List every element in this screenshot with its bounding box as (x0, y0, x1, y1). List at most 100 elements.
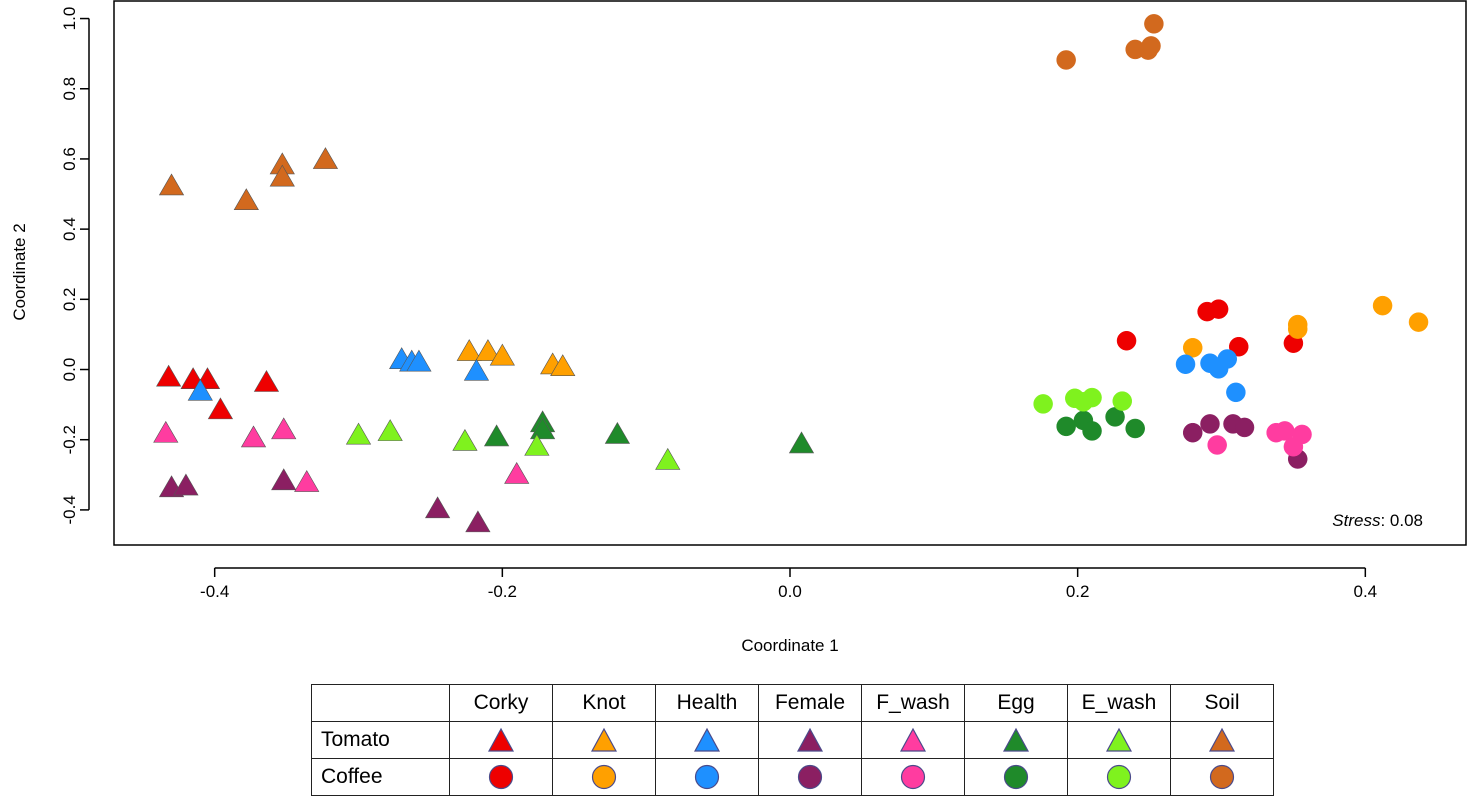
point-tomato-female (271, 468, 297, 491)
legend-triangle-icon (693, 727, 721, 752)
point-coffee-egg (1082, 421, 1102, 441)
point-coffee-knot (1372, 295, 1393, 316)
legend-triangle-icon (1002, 727, 1030, 752)
point-tomato-e-wash (377, 419, 403, 441)
point-tomato-soil (269, 164, 295, 187)
point-tomato-corky (253, 369, 280, 392)
y-axis: -0.4 -0.2 0.0 0.2 0.4 0.6 0.8 1.0 (60, 7, 90, 525)
data-points (153, 14, 1429, 533)
point-coffee-f-wash (1292, 424, 1312, 445)
legend-col-header: Egg (964, 684, 1068, 722)
legend-col-header: Corky (449, 684, 553, 722)
legend-symbol-coffee-female (758, 758, 862, 796)
point-tomato-e-wash (345, 422, 372, 445)
legend-symbol-coffee-e_wash (1067, 758, 1171, 796)
point-coffee-soil (1144, 14, 1164, 34)
legend-col-header: E_wash (1067, 684, 1171, 722)
point-coffee-knot (1182, 338, 1203, 358)
legend-symbol-coffee-soil (1170, 758, 1274, 796)
y-tick-label: 0.4 (60, 217, 79, 241)
point-tomato-corky (156, 364, 182, 387)
legend-circle-icon (694, 764, 720, 790)
point-tomato-f-wash (294, 470, 320, 492)
point-tomato-f-wash (504, 461, 530, 484)
legend-triangle-icon (487, 727, 515, 752)
point-tomato-knot (550, 354, 576, 377)
point-tomato-e-wash (655, 447, 681, 470)
x-axis: -0.4 -0.2 0.0 0.2 0.4 (200, 567, 1377, 601)
legend-symbol-coffee-egg (964, 758, 1068, 796)
legend-circle-icon (1106, 764, 1132, 790)
x-axis-label: Coordinate 1 (741, 636, 838, 655)
point-tomato-soil (158, 173, 185, 196)
point-tomato-female (173, 473, 199, 496)
y-tick-label: 0.2 (60, 288, 79, 312)
legend-symbol-tomato-health (655, 721, 759, 759)
point-coffee-knot (1408, 312, 1429, 332)
plot-area-frame (113, 0, 1467, 546)
point-coffee-health (1217, 349, 1237, 369)
point-coffee-e-wash (1112, 391, 1132, 411)
y-tick-label: 0.8 (60, 77, 79, 101)
nmds-scatter-plot: -0.4 -0.2 0.0 0.2 0.4 -0.4 -0.2 0.0 0.2 0.4 0.6 0.… (10, 0, 1467, 655)
legend-circle-icon (488, 764, 514, 790)
point-coffee-soil (1056, 50, 1076, 70)
legend-symbol-tomato-egg (964, 721, 1068, 759)
point-tomato-knot (456, 339, 482, 361)
legend-circle-icon (1003, 764, 1029, 790)
x-tick-label: 0.0 (778, 582, 802, 601)
legend-row-coffee: Coffee (311, 758, 1274, 796)
legend-corner-cell (311, 684, 450, 722)
point-tomato-e-wash (452, 428, 478, 451)
point-tomato-egg (788, 431, 815, 454)
y-tick-label: -0.2 (60, 425, 79, 454)
legend-row-label: Tomato (311, 721, 450, 759)
legend-circle-icon (900, 764, 926, 790)
legend-triangle-icon (1208, 727, 1236, 752)
point-coffee-e-wash (1082, 387, 1102, 408)
legend-symbol-tomato-knot (552, 721, 656, 759)
point-tomato-egg (604, 421, 631, 444)
x-tick-label: 0.4 (1353, 582, 1377, 601)
y-tick-label: 0.0 (60, 358, 79, 382)
legend-header-row: Corky Knot Health Female F_wash Egg E_wa… (311, 684, 1274, 722)
legend-triangle-icon (796, 727, 824, 752)
legend-triangle-icon (1105, 727, 1133, 752)
legend-triangle-icon (899, 727, 927, 752)
legend-col-header: Female (758, 684, 862, 722)
point-tomato-egg (483, 424, 510, 447)
legend-row-tomato: Tomato (311, 721, 1274, 759)
point-tomato-f-wash (153, 420, 179, 443)
point-coffee-health (1226, 382, 1246, 403)
legend-symbol-coffee-health (655, 758, 759, 796)
legend-circle-icon (797, 764, 823, 790)
x-tick-label: 0.2 (1066, 582, 1090, 601)
point-tomato-corky (207, 397, 234, 420)
x-tick-label: -0.4 (200, 582, 229, 601)
point-tomato-soil (312, 147, 339, 169)
point-tomato-knot (489, 343, 515, 366)
point-tomato-health (463, 358, 490, 381)
legend-symbol-coffee-f_wash (861, 758, 965, 796)
point-coffee-f-wash (1207, 435, 1227, 455)
point-tomato-female (424, 496, 451, 519)
point-coffee-egg (1125, 418, 1145, 439)
legend-circle-icon (591, 764, 617, 790)
legend-symbol-tomato-soil (1170, 721, 1274, 759)
legend-symbol-coffee-corky (449, 758, 553, 796)
legend-triangle-icon (590, 727, 618, 752)
legend-symbol-tomato-corky (449, 721, 553, 759)
legend-symbol-tomato-female (758, 721, 862, 759)
point-coffee-corky (1228, 336, 1249, 357)
legend-col-header: Soil (1170, 684, 1274, 722)
point-tomato-e-wash (524, 433, 550, 456)
stress-annotation: Stress: 0.08 (1332, 511, 1423, 530)
point-coffee-female (1234, 417, 1255, 438)
point-coffee-egg (1056, 416, 1076, 437)
point-coffee-e-wash (1033, 394, 1053, 414)
y-axis-label: Coordinate 2 (10, 223, 29, 320)
legend-circle-icon (1209, 764, 1235, 790)
point-tomato-knot (475, 339, 501, 361)
legend-col-header: Knot (552, 684, 656, 722)
legend-symbol-tomato-e_wash (1067, 721, 1171, 759)
